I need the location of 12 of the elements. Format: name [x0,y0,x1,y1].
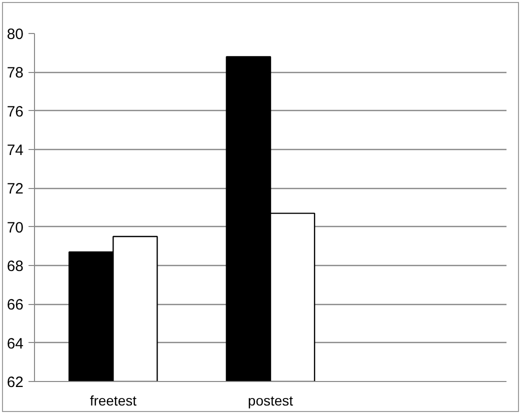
y-tick-label: 70 [6,219,24,236]
y-tick-label: 66 [6,296,24,314]
x-tick-label: freetest [90,392,137,408]
y-tick-label: 80 [6,26,24,43]
y-tick-label: 78 [6,64,24,82]
x-tick-label: postest [248,392,294,408]
y-tick-label: 72 [6,180,24,198]
y-tick-label: 76 [6,103,24,120]
y-tick-label: 74 [6,142,24,159]
y-tick-label: 62 [6,374,24,391]
y-tick-label: 68 [6,258,24,275]
y-tick-label: 64 [6,335,24,352]
